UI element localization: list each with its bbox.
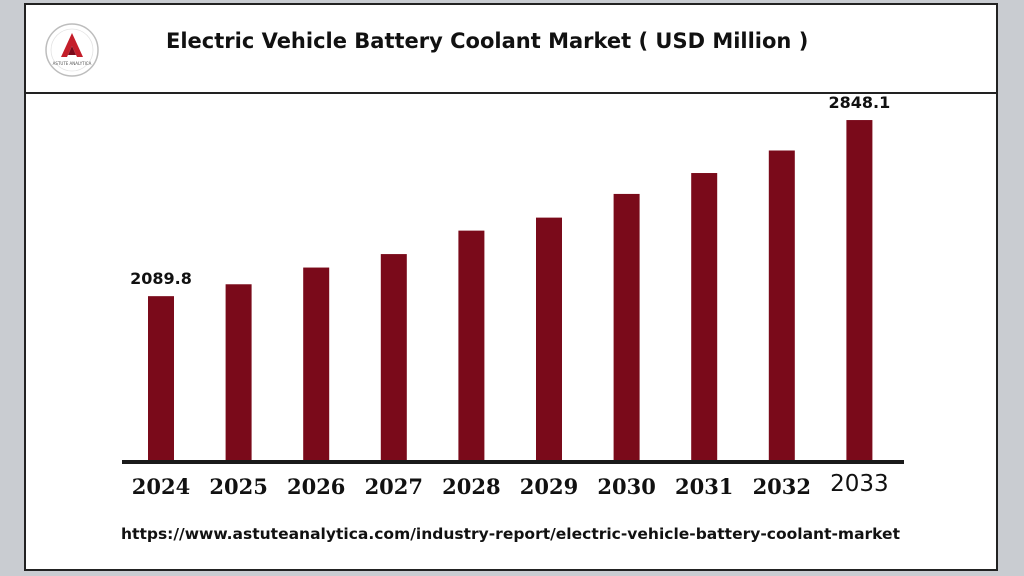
x-tick-2032: 2032 bbox=[753, 474, 811, 499]
bar-2024 bbox=[148, 296, 174, 461]
logo-text: ASTUTE ANALYTICA bbox=[53, 61, 92, 66]
header-bar: ASTUTE ANALYTICA Electric Vehicle Batter… bbox=[26, 5, 996, 94]
bar-2030 bbox=[613, 193, 640, 461]
chart-card: ASTUTE ANALYTICA Electric Vehicle Batter… bbox=[24, 3, 998, 571]
bar-2026 bbox=[303, 267, 330, 461]
data-label-2024: 2089.8 bbox=[130, 269, 192, 288]
x-tick-2024: 2024 bbox=[132, 474, 190, 499]
x-tick-2030: 2030 bbox=[597, 474, 655, 499]
bar-2029 bbox=[536, 217, 562, 461]
source-url[interactable]: https://www.astuteanalytica.com/industry… bbox=[121, 525, 900, 543]
astute-analytica-logo-icon: ASTUTE ANALYTICA bbox=[45, 23, 99, 77]
x-tick-2029: 2029 bbox=[520, 474, 578, 499]
bar-chart: 2089.8 2024 2025 2026 2027 2028 2029 2030 2031 20… bbox=[122, 94, 904, 499]
bar-2025 bbox=[225, 284, 252, 461]
x-tick-2028: 2028 bbox=[442, 474, 500, 499]
x-tick-2031: 2031 bbox=[675, 474, 733, 499]
x-tick-2026: 2026 bbox=[287, 474, 345, 499]
bar-2031 bbox=[691, 173, 718, 461]
chart-title: Electric Vehicle Battery Coolant Market … bbox=[166, 29, 809, 53]
x-tick-2027: 2027 bbox=[365, 474, 423, 499]
bar-2033 bbox=[846, 120, 873, 461]
bar-2032 bbox=[768, 150, 795, 462]
bar-2027 bbox=[380, 254, 407, 461]
x-tick-2033: 2033 bbox=[830, 471, 889, 497]
data-label-2033: 2848.1 bbox=[829, 94, 891, 112]
x-tick-2025: 2025 bbox=[209, 474, 267, 499]
bar-2028 bbox=[458, 230, 485, 461]
